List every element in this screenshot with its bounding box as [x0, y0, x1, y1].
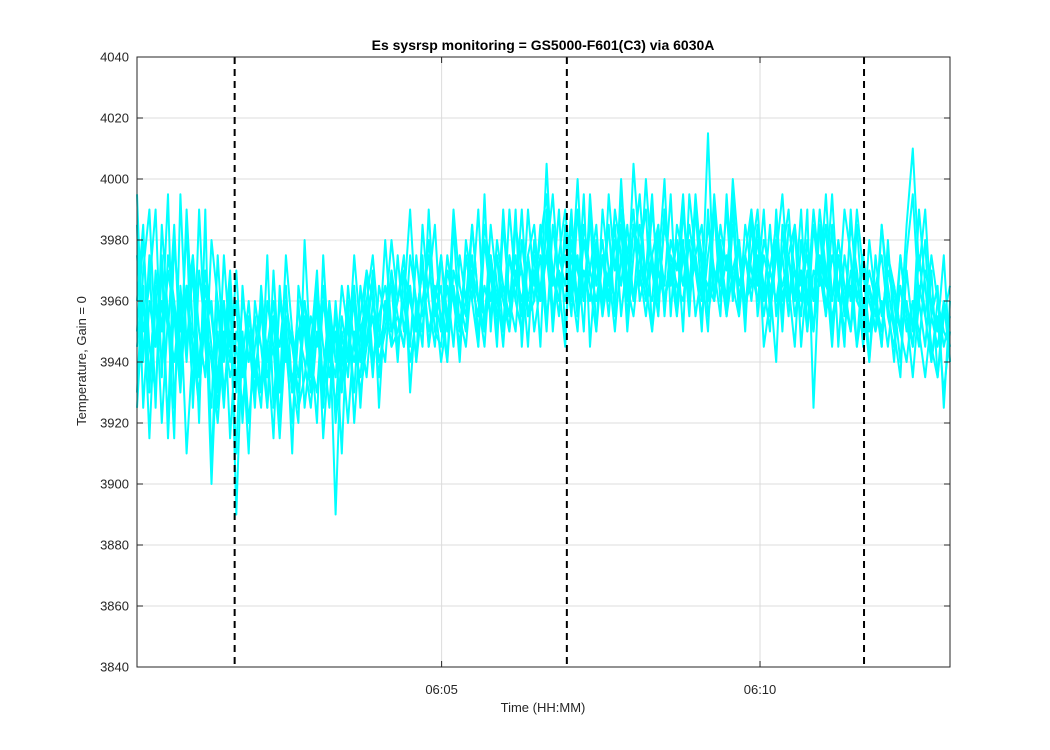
y-tick-label: 3920 — [100, 416, 129, 431]
series-line-2 — [136, 162, 951, 485]
y-tick-label: 3840 — [100, 660, 129, 675]
y-tick-label: 3860 — [100, 599, 129, 614]
y-tick-label: 3900 — [100, 477, 129, 492]
vertical-markers — [233, 57, 866, 667]
series-line-5 — [136, 193, 951, 455]
x-axis-label: Time (HH:MM) — [501, 700, 586, 715]
chart-title: Es sysrsp monitoring = GS5000-F601(C3) v… — [372, 37, 715, 53]
y-tick-label: 4040 — [100, 50, 129, 65]
y-tick-label: 4020 — [100, 111, 129, 126]
x-tick-label: 06:05 — [425, 682, 458, 697]
y-tick-label: 3940 — [100, 355, 129, 370]
series-line-1 — [136, 132, 951, 516]
y-axis-label: Temperature, Gain = 0 — [74, 296, 89, 426]
y-tick-label: 4000 — [100, 172, 129, 187]
series-group — [136, 132, 951, 516]
y-tick-label: 3960 — [100, 294, 129, 309]
y-axis-ticks: 3840 3860 3880 3900 3920 3940 3960 3980 4000 4020… — [100, 50, 950, 675]
series-line-8 — [136, 239, 951, 455]
y-tick-label: 3880 — [100, 538, 129, 553]
x-tick-label: 06:10 — [744, 682, 777, 697]
y-tick-label: 3980 — [100, 233, 129, 248]
x-axis-ticks: 06:05 06:10 — [425, 57, 776, 697]
